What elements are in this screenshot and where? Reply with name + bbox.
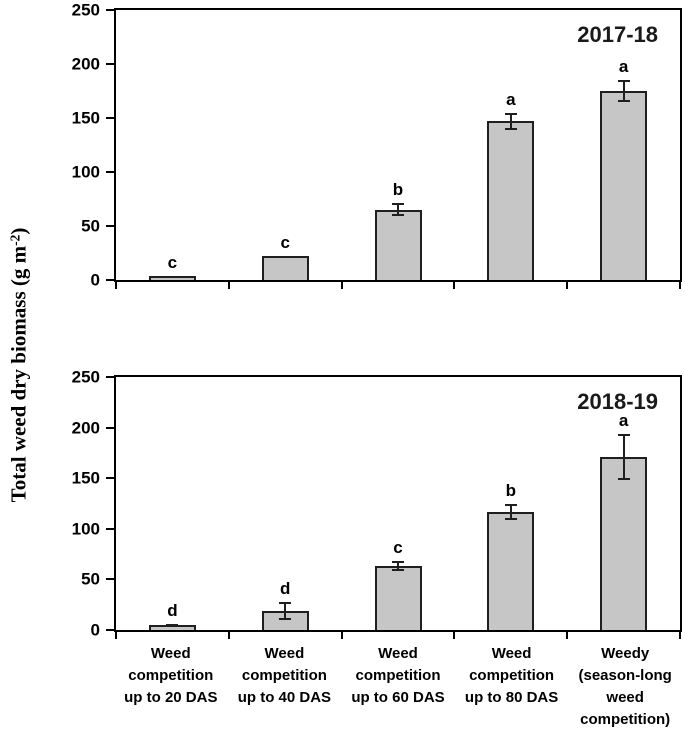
bar bbox=[261, 256, 309, 280]
x-axis-tick-labels: Weed competition up to 20 DAS Weed compet… bbox=[114, 643, 682, 731]
bar bbox=[148, 275, 196, 280]
bar bbox=[374, 566, 422, 630]
x-tick-mark bbox=[679, 280, 681, 289]
x-tick-mark bbox=[566, 630, 569, 639]
x-tick-mark bbox=[566, 280, 569, 289]
error-bar-cap-top bbox=[392, 561, 404, 564]
sig-letter: a bbox=[618, 410, 629, 430]
y-tick-label: 0 bbox=[90, 270, 100, 290]
x-tick-mark bbox=[227, 630, 230, 639]
chart-panel-2017-18: 0 50 100 150 200 250 c c b a a 2017-18 bbox=[72, 2, 682, 289]
bar bbox=[148, 624, 196, 630]
error-bar-cap-bottom bbox=[166, 623, 179, 626]
panel-title: 2017-18 bbox=[577, 22, 658, 47]
sig-letter: a bbox=[506, 89, 516, 109]
y-tick-mark bbox=[106, 63, 114, 65]
error-bar-cap-top bbox=[617, 80, 630, 83]
bar bbox=[600, 91, 648, 280]
error-bar-cap-top bbox=[617, 433, 630, 436]
error-bar-cap-bottom bbox=[392, 214, 404, 217]
error-bar-cap-bottom bbox=[617, 478, 630, 481]
sig-letter: b bbox=[392, 180, 404, 200]
x-tick-mark bbox=[453, 280, 456, 289]
sig-letter: d bbox=[279, 578, 291, 598]
error-bar-cap-top bbox=[279, 601, 292, 604]
error-bar bbox=[509, 503, 512, 520]
y-tick-label: 150 bbox=[71, 108, 100, 128]
y-tick-mark bbox=[106, 9, 114, 11]
y-tick-mark bbox=[106, 477, 114, 480]
x-tick-mark bbox=[227, 280, 230, 289]
y-tick-mark bbox=[106, 117, 114, 119]
y-tick-label: 250 bbox=[71, 0, 100, 20]
x-tick-label-4: Weed competition up to 80 DAS bbox=[464, 645, 559, 706]
y-tick-mark bbox=[106, 426, 114, 429]
bar bbox=[600, 456, 648, 630]
sig-letter: c bbox=[280, 233, 290, 253]
y-tick-label: 150 bbox=[71, 468, 100, 488]
x-tick-label-5: Weedy (season-long weed competition) bbox=[578, 645, 672, 728]
y-tick-mark bbox=[106, 225, 114, 227]
y-tick-mark bbox=[106, 171, 114, 173]
x-tick-label-1: Weed competition up to 20 DAS bbox=[124, 645, 218, 706]
x-tick-mark bbox=[115, 630, 117, 639]
bar bbox=[487, 121, 535, 280]
sig-letter: c bbox=[393, 538, 403, 558]
panel-title: 2018-19 bbox=[577, 389, 658, 414]
x-tick-mark bbox=[340, 630, 343, 639]
x-tick-label-2: Weed competition up to 40 DAS bbox=[237, 645, 332, 706]
bar bbox=[487, 511, 535, 630]
error-bar-cap-bottom bbox=[617, 99, 630, 102]
error-bar bbox=[509, 112, 512, 130]
error-bar bbox=[284, 601, 287, 620]
y-tick-label: 200 bbox=[71, 54, 100, 74]
sig-letter: b bbox=[505, 480, 516, 500]
x-tick-mark bbox=[453, 630, 456, 639]
sig-letter: a bbox=[618, 57, 629, 77]
y-tick-mark bbox=[106, 629, 114, 631]
error-bar bbox=[622, 80, 625, 102]
error-bar-cap-bottom bbox=[392, 569, 404, 572]
error-bar-cap-bottom bbox=[504, 127, 517, 130]
y-tick-label: 250 bbox=[71, 367, 100, 387]
sig-letter: d bbox=[167, 600, 178, 620]
error-bar bbox=[397, 561, 399, 572]
y-tick-label: 200 bbox=[71, 418, 100, 438]
y-tick-mark bbox=[106, 578, 114, 581]
error-bar-cap-top bbox=[392, 203, 404, 206]
error-bar-cap-bottom bbox=[504, 517, 517, 520]
y-tick-mark bbox=[106, 279, 114, 281]
x-tick-mark bbox=[340, 280, 343, 289]
chart-panel-2018-19: 0 50 100 150 200 250 d d c b a 2018-19 bbox=[72, 369, 682, 639]
y-tick-label: 0 bbox=[90, 620, 100, 640]
x-tick-label-3: Weed competition up to 60 DAS bbox=[351, 645, 445, 706]
y-tick-label: 100 bbox=[71, 519, 100, 539]
y-tick-mark bbox=[106, 527, 114, 530]
error-bar bbox=[397, 203, 399, 217]
error-bar bbox=[622, 433, 625, 481]
y-tick-label: 100 bbox=[71, 162, 100, 182]
y-tick-mark bbox=[106, 376, 114, 378]
error-bar-cap-top bbox=[504, 503, 517, 506]
sig-letter: c bbox=[167, 252, 178, 272]
x-tick-mark bbox=[115, 280, 117, 289]
y-tick-label: 50 bbox=[81, 216, 100, 236]
error-bar-cap-bottom bbox=[279, 617, 292, 620]
y-tick-label: 50 bbox=[81, 569, 100, 589]
error-bar-cap-top bbox=[504, 112, 517, 115]
bar bbox=[374, 209, 422, 280]
x-tick-mark bbox=[679, 630, 681, 639]
